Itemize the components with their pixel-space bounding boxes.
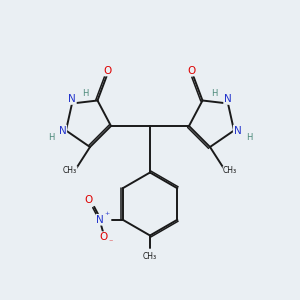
- Text: ⁻: ⁻: [109, 237, 113, 246]
- Text: +: +: [104, 211, 110, 216]
- Text: H: H: [82, 88, 89, 98]
- Text: H: H: [48, 134, 54, 142]
- Text: O: O: [99, 232, 107, 242]
- Text: O: O: [188, 65, 196, 76]
- Text: N: N: [58, 125, 66, 136]
- Text: CH₃: CH₃: [63, 167, 77, 176]
- Text: CH₃: CH₃: [143, 252, 157, 261]
- Text: O: O: [104, 65, 112, 76]
- Text: N: N: [234, 125, 242, 136]
- Text: CH₃: CH₃: [223, 167, 237, 176]
- Text: H: H: [211, 88, 218, 98]
- Text: N: N: [224, 94, 232, 104]
- Text: N: N: [68, 94, 76, 104]
- Text: N: N: [96, 215, 104, 225]
- Text: H: H: [246, 134, 252, 142]
- Text: O: O: [85, 195, 93, 205]
